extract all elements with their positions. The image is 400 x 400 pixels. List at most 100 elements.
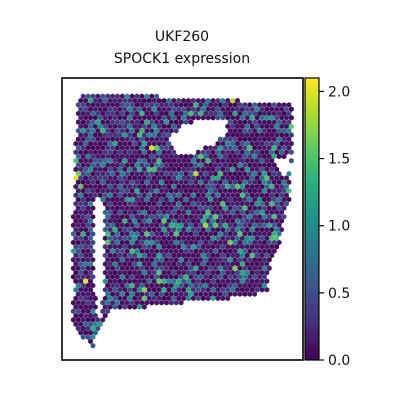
spot: [127, 115, 133, 121]
spot: [80, 222, 86, 229]
spot: [164, 188, 169, 194]
spot: [259, 183, 265, 190]
spot: [80, 196, 86, 203]
spot: [257, 213, 262, 220]
spot: [122, 123, 128, 130]
spot: [191, 166, 196, 173]
spot: [85, 196, 91, 203]
spot: [93, 321, 98, 327]
spot: [129, 248, 135, 254]
spot: [173, 213, 179, 220]
spot: [139, 153, 145, 160]
spot: [142, 295, 147, 302]
spot: [124, 282, 130, 289]
spot: [262, 196, 267, 203]
spot: [220, 287, 226, 293]
spot: [183, 205, 189, 211]
spot: [195, 97, 201, 104]
spot: [237, 256, 243, 263]
spot: [254, 149, 260, 155]
spot: [119, 299, 125, 306]
spot: [88, 97, 93, 104]
spot: [90, 127, 96, 134]
spot: [235, 252, 240, 259]
spot: [85, 213, 91, 220]
spot: [183, 179, 189, 186]
spot: [102, 175, 108, 181]
spot: [75, 119, 81, 125]
spot: [186, 115, 191, 121]
spot: [97, 97, 103, 104]
spot: [274, 218, 280, 224]
spot: [220, 295, 226, 302]
spot: [137, 201, 142, 207]
spot: [183, 188, 189, 194]
spot: [171, 235, 177, 241]
spot: [225, 287, 231, 293]
spot: [154, 162, 160, 168]
spot: [95, 162, 101, 168]
spot: [166, 132, 172, 138]
spot: [129, 110, 135, 117]
spot: [112, 218, 118, 224]
spot: [264, 235, 270, 241]
spot: [102, 209, 108, 216]
spot: [235, 244, 240, 250]
spot: [85, 231, 91, 237]
spot: [90, 325, 96, 332]
spot: [232, 274, 238, 280]
spot: [242, 274, 248, 280]
spot: [115, 136, 120, 143]
spot: [156, 158, 162, 164]
spot: [115, 127, 120, 134]
spot: [183, 196, 189, 203]
spot: [171, 192, 177, 198]
spot: [191, 209, 196, 216]
spot: [73, 244, 79, 250]
spot: [274, 201, 280, 207]
spot: [100, 299, 106, 306]
spot: [142, 166, 147, 173]
spot: [217, 179, 223, 186]
spot: [70, 265, 76, 272]
spot: [93, 123, 98, 130]
spot: [166, 183, 172, 190]
spot: [237, 162, 243, 168]
spot: [225, 183, 231, 190]
spot: [107, 115, 113, 121]
spot: [102, 149, 108, 155]
spot: [254, 183, 260, 190]
spot: [75, 153, 81, 160]
spot: [210, 106, 216, 112]
spot: [70, 231, 76, 237]
spot: [142, 149, 147, 155]
spot: [129, 170, 135, 177]
spot: [139, 222, 145, 229]
spot: [257, 188, 262, 194]
spot: [217, 265, 223, 272]
spot: [149, 265, 155, 272]
spot: [93, 140, 98, 147]
spot: [222, 196, 228, 203]
spot: [264, 106, 270, 112]
spot: [159, 248, 164, 254]
spot: [252, 265, 258, 272]
spot: [225, 123, 231, 130]
spot: [129, 119, 135, 125]
spot: [112, 226, 118, 233]
spot: [154, 205, 160, 211]
spot: [151, 287, 157, 293]
spot: [149, 127, 155, 134]
spot: [139, 213, 145, 220]
spot: [80, 136, 86, 143]
spot: [151, 183, 157, 190]
spot: [208, 239, 213, 246]
spot: [161, 97, 167, 104]
spot: [281, 205, 287, 211]
spot: [144, 274, 150, 280]
spot: [171, 278, 177, 284]
spot: [186, 192, 191, 198]
spot: [78, 201, 84, 207]
spot: [252, 231, 258, 237]
spot: [119, 222, 125, 229]
